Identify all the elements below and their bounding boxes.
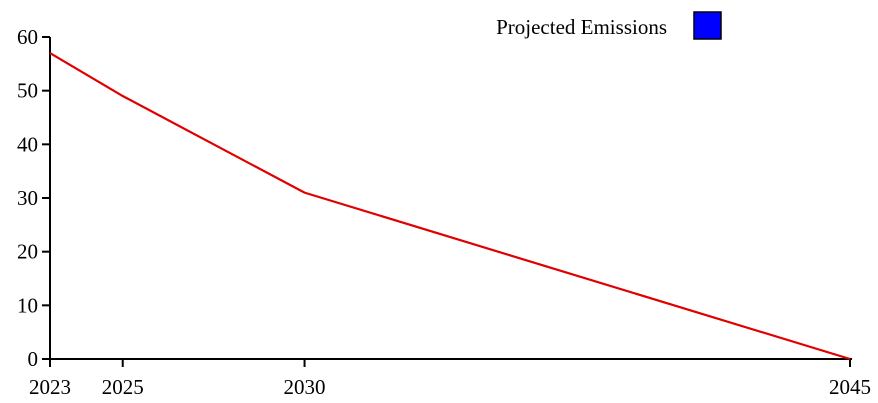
y-tick-label: 60 bbox=[17, 25, 38, 49]
y-tick-label: 40 bbox=[17, 132, 38, 156]
y-tick-label: 30 bbox=[17, 186, 38, 210]
y-tick-label: 0 bbox=[28, 347, 39, 371]
y-tick-label: 20 bbox=[17, 240, 38, 264]
x-tick-label: 2023 bbox=[29, 375, 71, 399]
legend-swatch bbox=[693, 11, 722, 40]
y-tick-label: 10 bbox=[17, 293, 38, 317]
x-tick-label: 2030 bbox=[284, 375, 326, 399]
y-tick-group: 0 10 20 30 40 50 60 bbox=[17, 25, 50, 371]
x-tick-label: 2045 bbox=[829, 375, 871, 399]
x-tick-label: 2025 bbox=[102, 375, 144, 399]
series-group bbox=[49, 52, 851, 361]
legend: Projected Emissions bbox=[496, 11, 722, 40]
series-line bbox=[49, 52, 851, 361]
y-tick-label: 50 bbox=[17, 79, 38, 103]
x-tick-group: 2023 2025 2030 2045 bbox=[29, 359, 871, 399]
legend-label: Projected Emissions bbox=[496, 15, 667, 39]
